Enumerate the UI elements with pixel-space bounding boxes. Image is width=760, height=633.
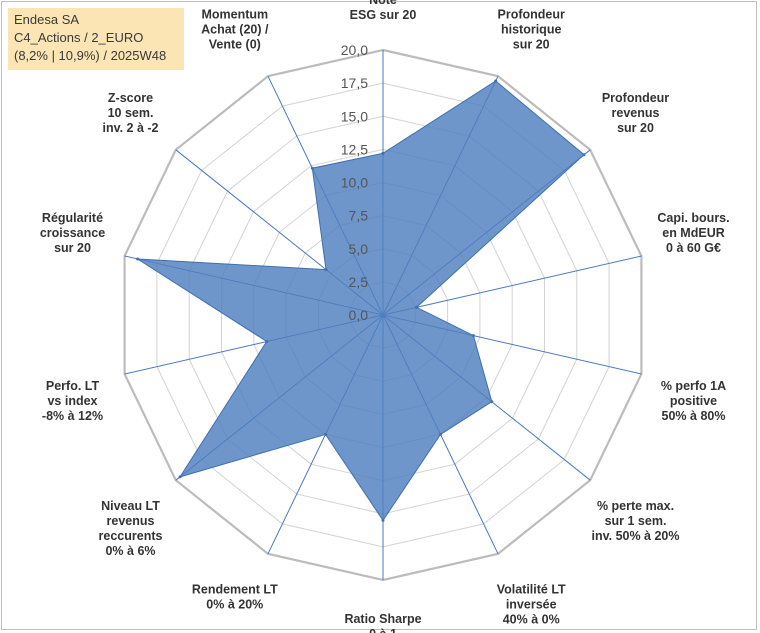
axis-label-11-line-2: sur 20 (54, 241, 91, 255)
axis-label-9-line-3: 0% à 6% (105, 544, 155, 558)
data-point-5 (490, 400, 494, 404)
axis-label-9-line-0: Niveau LT (101, 499, 160, 513)
axis-label-9-line-2: reccurents (99, 529, 163, 543)
data-point-9 (178, 475, 182, 479)
axis-label-4-line-2: 50% à 80% (662, 409, 726, 423)
tick-label-8: 20,0 (341, 42, 368, 58)
axis-label-8-line-1: 0% à 20% (206, 597, 263, 611)
tick-label-3: 7,5 (349, 208, 369, 224)
data-point-3 (415, 305, 419, 309)
axis-label-2: Profondeur revenus sur 20 (602, 91, 669, 135)
axis-label-13-line-1: Achat (20) / (201, 23, 269, 37)
axis-label-5-line-0: % perte max. (597, 499, 674, 513)
data-point-1 (494, 79, 498, 83)
data-point-8 (324, 432, 327, 436)
axis-label-12: Z-score 10 sem. inv. 2 à -2 (102, 91, 158, 135)
axis-label-8-line-0: Rendement LT (192, 582, 278, 596)
axis-label-9: Niveau LT revenus reccurents 0% à 6% (99, 499, 163, 558)
axis-label-10-line-2: -8% à 12% (42, 409, 103, 423)
axis-label-12-line-0: Z-score (108, 91, 153, 105)
axis-label-4-line-1: positive (670, 394, 717, 408)
tick-label-6: 15,0 (341, 108, 368, 124)
axis-label-12-line-2: inv. 2 à -2 (102, 121, 158, 135)
axis-label-1-line-2: sur 20 (513, 38, 550, 52)
axis-label-9-line-1: revenus (107, 514, 155, 528)
axis-label-11-line-0: Régularité (42, 211, 103, 225)
axis-label-8: Rendement LT 0% à 20% (192, 582, 278, 611)
tick-label-4: 10,0 (341, 175, 368, 191)
axis-label-2-line-1: revenus (612, 106, 660, 120)
data-point-7 (381, 518, 385, 522)
data-point-10 (265, 340, 269, 343)
axis-label-12-line-1: 10 sem. (108, 106, 154, 120)
axis-label-11-line-1: croissance (40, 226, 105, 240)
tick-label-5: 12,5 (341, 141, 368, 157)
axis-label-3-line-2: 0 à 60 G€ (666, 241, 721, 255)
axis-label-6: Volatilité LT inversée 40% à 0% (497, 582, 566, 626)
axis-label-0: Note ESG sur 20 (350, 0, 417, 22)
axis-label-0-line-1: ESG sur 20 (350, 8, 417, 22)
data-point-11 (136, 257, 140, 261)
axis-label-7-line-1: 0 à 1 (369, 627, 397, 633)
axis-label-13-line-0: Momentum (201, 8, 268, 22)
axis-label-6-line-2: 40% à 0% (503, 612, 560, 626)
axis-label-4-line-0: % perfo 1A (661, 379, 726, 393)
axis-label-2-line-2: sur 20 (617, 121, 654, 135)
axis-label-1-line-1: historique (501, 23, 561, 37)
tick-label-2: 5,0 (349, 241, 369, 257)
axis-label-5-line-2: inv. 50% à 20% (591, 529, 679, 543)
data-point-13 (310, 166, 314, 170)
axis-label-10-line-0: Perfo. LT (46, 379, 100, 393)
title-line-3: (8,2% | 10,9%) / 2025W48 (14, 48, 167, 63)
tick-label-1: 2,5 (349, 274, 369, 290)
data-point-12 (324, 268, 328, 272)
axis-spoke-3 (382, 255, 642, 316)
axis-label-6-line-0: Volatilité LT (497, 582, 566, 596)
axis-label-6-line-1: inversée (506, 597, 557, 611)
axis-label-10-line-1: vs index (47, 394, 97, 408)
tick-label-7: 17,5 (341, 75, 368, 91)
axis-label-5: % perte max. sur 1 sem. inv. 50% à 20% (591, 499, 679, 543)
axis-label-0-line-0: Note (369, 0, 397, 7)
axis-label-2-line-0: Profondeur (602, 91, 669, 105)
axis-label-1-line-0: Profondeur (498, 8, 565, 22)
data-point-4 (471, 334, 475, 338)
axis-label-13: Momentum Achat (20) / Vente (0) (201, 8, 269, 52)
axis-label-3-line-0: Capi. bours. (657, 211, 729, 225)
axis-label-7: Ratio Sharpe0 à 1 (344, 612, 421, 633)
axis-label-10: Perfo. LT vs index -8% à 12% (42, 379, 103, 423)
axis-label-11: Régularité croissance sur 20 (40, 211, 105, 255)
tick-label-0: 0,0 (349, 307, 369, 323)
axis-label-13-line-2: Vente (0) (209, 38, 261, 52)
axis-label-3: Capi. bours. en MdEUR 0 à 60 G€ (657, 211, 729, 255)
axis-label-4: % perfo 1A positive 50% à 80% (661, 379, 726, 423)
title-line-1: Endesa SA (14, 12, 80, 27)
title-line-2: C4_Actions / 2_EURO (14, 30, 144, 45)
data-point-0 (381, 151, 385, 155)
axis-label-3-line-1: en MdEUR (662, 226, 725, 240)
data-point-2 (582, 153, 586, 157)
axis-label-5-line-1: sur 1 sem. (605, 514, 667, 528)
axis-label-1: Profondeur historique sur 20 (498, 8, 565, 52)
data-point-6 (439, 432, 442, 436)
axis-label-7-line-0: Ratio Sharpe (344, 612, 421, 626)
chart-title-box: Endesa SA C4_Actions / 2_EURO (8,2% | 10… (8, 8, 184, 70)
